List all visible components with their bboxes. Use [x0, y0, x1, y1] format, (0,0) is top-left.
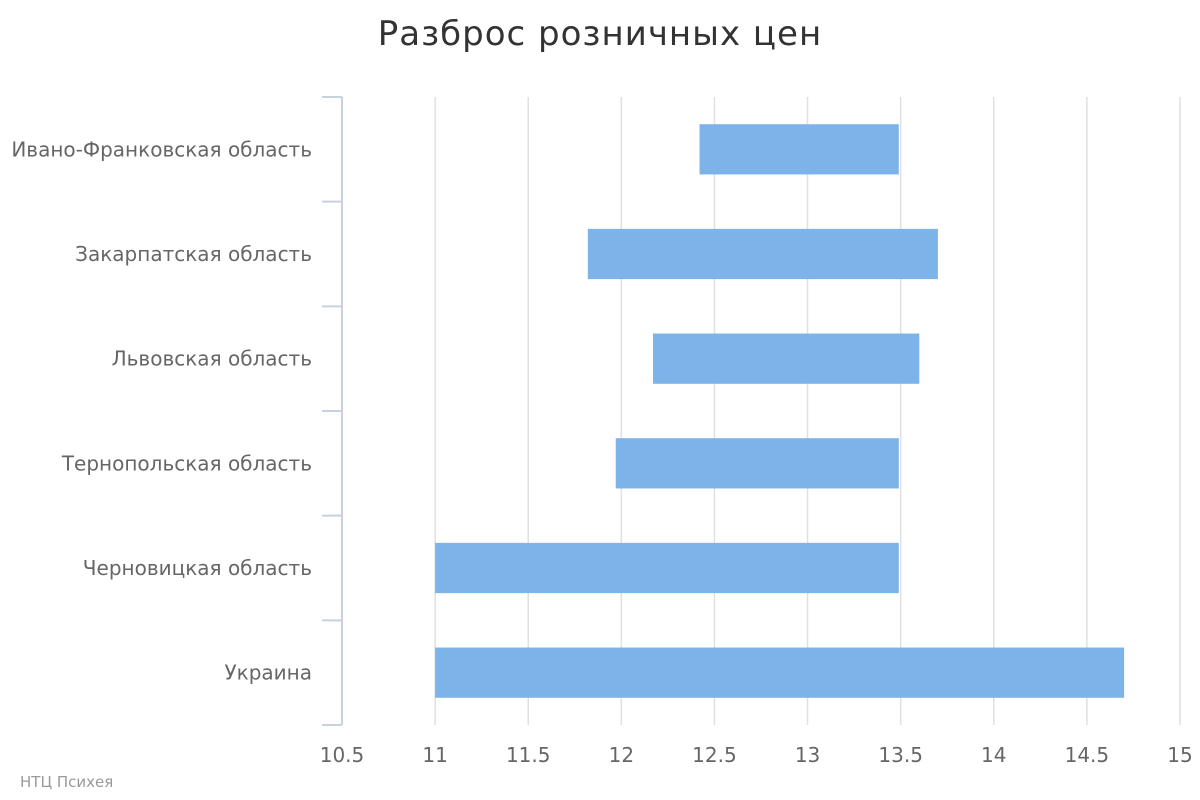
range-bar[interactable]: [699, 124, 899, 175]
range-bar[interactable]: [435, 647, 1125, 698]
category-label: Черновицкая область: [83, 556, 312, 580]
category-label: Украина: [224, 661, 312, 685]
x-tick-label: 12: [609, 743, 634, 767]
x-tick-label: 11: [422, 743, 447, 767]
range-bar[interactable]: [435, 542, 899, 594]
category-label: Львовская область: [112, 347, 312, 371]
category-labels: Ивано-Франковская область Закарпатская об…: [11, 137, 312, 684]
x-tick-labels: 10.5 11 11.5 12 12.5 13 13.5 14 14.5 15: [320, 743, 1193, 767]
credit-label[interactable]: НТЦ Психея: [20, 773, 114, 791]
range-bar[interactable]: [587, 228, 938, 280]
x-tick-label: 10.5: [320, 743, 365, 767]
chart-title: Разброс розничных цен: [377, 14, 823, 54]
category-label: Ивано-Франковская область: [11, 137, 312, 161]
category-label: Тернопольская область: [61, 451, 312, 475]
range-bar[interactable]: [652, 333, 920, 384]
category-axis: [322, 96, 343, 726]
x-tick-label: 13: [795, 743, 820, 767]
x-tick-label: 11.5: [506, 743, 551, 767]
x-tick-label: 14.5: [1065, 743, 1110, 767]
category-label: Закарпатская область: [75, 242, 312, 266]
bar-series: [435, 124, 1125, 698]
x-tick-label: 14: [981, 743, 1006, 767]
grid-lines: [434, 97, 1181, 725]
x-tick-label: 15: [1167, 743, 1192, 767]
range-bar[interactable]: [615, 438, 899, 489]
x-tick-label: 13.5: [878, 743, 923, 767]
x-tick-label: 12.5: [692, 743, 737, 767]
